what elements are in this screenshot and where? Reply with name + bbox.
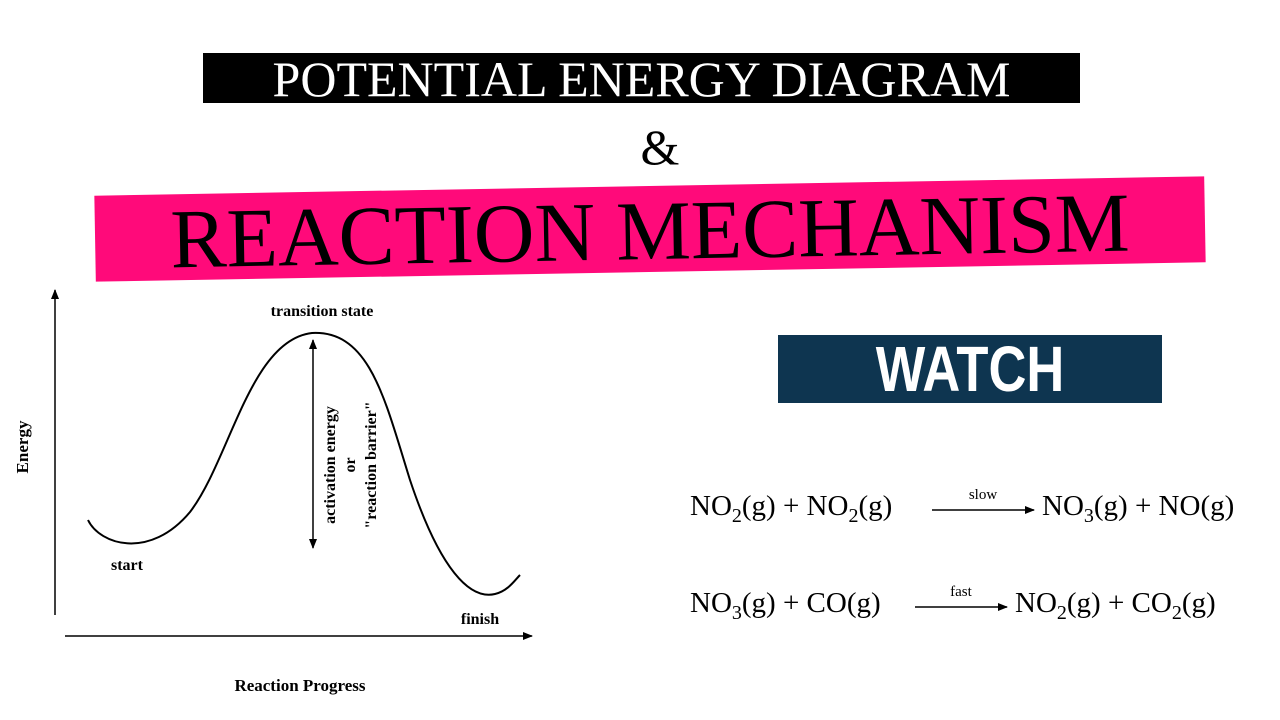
formula-text: (g) + NO(g) <box>1093 490 1235 522</box>
equation-products: NO3(g) + NO(g) <box>1042 490 1235 526</box>
subtitle: REACTION MECHANISM <box>169 176 1131 287</box>
formula-text: NO <box>690 587 732 619</box>
formula-text: (g) <box>858 490 893 522</box>
arrow-label: fast <box>950 584 972 600</box>
formula-text: NO <box>690 490 732 522</box>
connector: & <box>640 119 680 175</box>
watch-button-label[interactable]: WATCH NOW! <box>875 333 1065 473</box>
equation-products: NO2(g) + CO2(g) <box>1015 587 1216 623</box>
formula-text: (g) <box>1181 587 1216 619</box>
peak-label: transition state <box>271 303 374 320</box>
arrow-label: slow <box>968 487 998 503</box>
y-axis-label: Energy <box>13 420 32 473</box>
subscript: 2 <box>848 505 859 527</box>
barrier-label: "reaction barrier" <box>363 401 380 528</box>
equation-reactants: NO3(g) + CO(g) <box>690 587 881 623</box>
barrier-label: activation energy <box>322 406 339 524</box>
subscript: 2 <box>1056 602 1067 624</box>
reaction-arrow <box>915 603 1008 611</box>
energy-diagram: transition state start finish Reaction P… <box>13 289 533 695</box>
formula-text: (g) + CO(g) <box>741 587 881 619</box>
x-axis-label: Reaction Progress <box>234 676 365 695</box>
energy-curve <box>87 331 521 596</box>
formula-text: (g) + NO <box>741 490 849 522</box>
subscript: 3 <box>731 602 742 624</box>
start-label: start <box>111 557 144 574</box>
barrier-label: or <box>342 457 359 472</box>
title: POTENTIAL ENERGY DIAGRAM <box>203 53 1080 105</box>
subscript: 3 <box>1083 505 1094 527</box>
equation-reactants: NO2(g) + NO2(g) <box>690 490 893 526</box>
subscript: 2 <box>731 505 742 527</box>
reaction-arrow <box>932 506 1035 514</box>
formula-text: (g) + CO <box>1066 587 1172 619</box>
formula-text: NO <box>1042 490 1084 522</box>
watch-button[interactable] <box>778 335 1162 403</box>
subscript: 2 <box>1171 602 1182 624</box>
finish-label: finish <box>461 611 499 628</box>
formula-text: NO <box>1015 587 1057 619</box>
